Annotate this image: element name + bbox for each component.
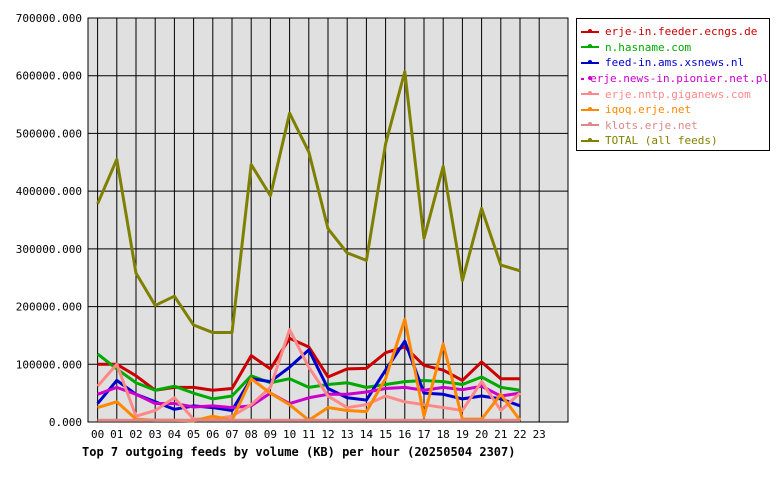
x-tick-label: 21 (494, 428, 507, 441)
x-tick-label: 13 (341, 428, 354, 441)
x-tick-label: 12 (321, 428, 334, 441)
series-line-7 (96, 70, 521, 335)
legend-label: erje.nntp.giganews.com (605, 87, 751, 101)
x-tick-label: 19 (456, 428, 469, 441)
x-tick-label: 18 (437, 428, 450, 441)
y-tick-label: 100000.000 (16, 358, 82, 371)
legend-swatch (581, 44, 599, 49)
series-line-2 (96, 339, 521, 412)
legend-item: erje-in.feeder.ecngs.de (581, 24, 769, 40)
x-tick-label: 15 (379, 428, 392, 441)
legend-swatch (581, 75, 592, 80)
legend-swatch (581, 122, 599, 127)
x-tick-label: 04 (168, 428, 182, 441)
legend-item: erje.nntp.giganews.com (581, 86, 769, 102)
legend-swatch (581, 106, 599, 111)
x-tick-label: 06 (206, 428, 219, 441)
legend-label: feed-in.ams.xsnews.nl (605, 56, 745, 70)
legend-label: erje-in.feeder.ecngs.de (605, 25, 758, 39)
x-tick-label: 10 (283, 428, 296, 441)
y-tick-label: 700000.000 (16, 12, 82, 25)
x-tick-label: 22 (513, 428, 526, 441)
x-tick-label: 17 (417, 428, 430, 441)
legend-label: iqoq.erje.net (605, 103, 692, 117)
y-tick-label: 400000.000 (16, 185, 82, 198)
y-tick-label: 500000.000 (16, 127, 82, 140)
x-axis: 00 01 02 03 04 05 06 07 08 09 10 11 12 13 14 15 16 17 18 19… (91, 428, 546, 441)
x-tick-label: 05 (187, 428, 200, 441)
y-axis: 0.000 100000.000 200000.000 300000.000 40000… (16, 12, 82, 429)
x-tick-label: 08 (245, 428, 258, 441)
series-line-4 (96, 328, 522, 421)
y-tick-label: 0.000 (49, 416, 82, 429)
x-tick-label: 00 (91, 428, 104, 441)
legend-label: klots.erje.net (605, 118, 698, 132)
x-tick-label: 02 (129, 428, 142, 441)
legend-item: erje.news-in.pionier.net.pl (581, 71, 769, 87)
y-tick-label: 600000.000 (16, 70, 82, 83)
x-tick-label: 20 (475, 428, 488, 441)
x-tick-label: 09 (264, 428, 277, 441)
y-tick-label: 200000.000 (16, 301, 82, 314)
legend-label: erje.news-in.pionier.net.pl (590, 72, 769, 86)
legend: erje-in.feeder.ecngs.de n.hasname.com feed… (576, 18, 770, 151)
y-tick-label: 300000.000 (16, 243, 82, 256)
legend-item: n.hasname.com (581, 40, 769, 56)
series-lines (96, 70, 522, 423)
legend-swatch (581, 91, 599, 96)
legend-item: klots.erje.net (581, 118, 769, 134)
x-tick-label: 16 (398, 428, 411, 441)
legend-item: feed-in.ams.xsnews.nl (581, 55, 769, 71)
legend-swatch (581, 59, 599, 64)
x-tick-label: 07 (225, 428, 238, 441)
x-tick-label: 01 (110, 428, 123, 441)
legend-swatch (581, 28, 599, 33)
x-tick-label: 03 (149, 428, 162, 441)
chart-title: Top 7 outgoing feeds by volume (KB) per … (82, 445, 516, 459)
legend-swatch (581, 137, 599, 142)
x-tick-label: 23 (533, 428, 546, 441)
legend-label: n.hasname.com (605, 40, 692, 54)
series-line-1 (96, 352, 521, 401)
x-tick-label: 14 (360, 428, 374, 441)
legend-item: TOTAL (all feeds) (581, 133, 769, 149)
x-tick-label: 11 (302, 428, 315, 441)
legend-label: TOTAL (all feeds) (605, 134, 718, 148)
legend-item: iqoq.erje.net (581, 102, 769, 118)
